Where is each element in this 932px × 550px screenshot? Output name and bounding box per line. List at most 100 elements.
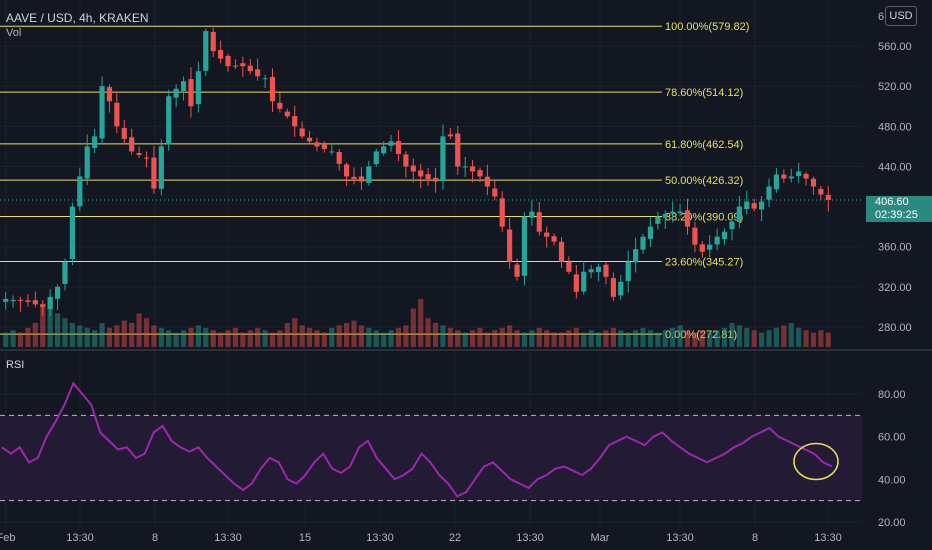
volume-bar [225,330,231,347]
candle-body [618,281,624,296]
candle-body [173,88,179,98]
candle-body [54,286,61,299]
price-tick-label: 520.00 [878,81,912,93]
candle-body [529,211,535,218]
volume-bar [610,327,616,347]
volume-bar [292,318,298,347]
candle-body [3,298,9,302]
volume-bar [299,325,305,347]
volume-bar [403,325,409,347]
currency-button[interactable]: USD [885,6,917,26]
time-tick-label: 8 [752,532,758,544]
candle-body [692,227,698,245]
rsi-tick-label: 60.00 [878,432,906,444]
candle-body [92,136,98,149]
candle-body [166,96,172,145]
candle-body [788,176,794,179]
rsi-indicator-label[interactable]: RSI [6,359,25,371]
candle-body [373,151,379,165]
volume-bar [25,327,31,347]
candlestick-series [0,27,862,316]
candle-body [381,146,387,154]
candle-body [492,188,498,197]
volume-bar [106,327,113,347]
candle-body [277,102,283,109]
candle-body [714,236,720,245]
candle-body [484,176,490,187]
fibonacci-retracement[interactable]: 100.00%(579.82) 78.60%(514.12) 61.80%(462.… [0,21,749,341]
volume-bar [558,332,565,347]
volume-bar [455,330,461,347]
volume-bar [810,332,817,347]
price-tick-label-clipped: 6 [878,11,884,23]
candle-body [69,206,75,260]
candle-body [721,231,728,240]
candle-body [40,304,46,307]
rsi-band-fill [0,415,862,501]
price-axis[interactable]: 560.00 520.00 480.00 440.00 360.00 320.00 280.… [878,11,912,529]
candle-body [536,212,542,232]
volume-bar [633,330,639,347]
volume-bar [714,330,720,347]
last-price-tag: 406.60 02:39:25 [866,196,932,222]
rsi-tick-label: 20.00 [878,517,906,529]
candle-body [759,201,765,210]
candle-body [366,166,372,183]
volume-bar [425,318,431,347]
candle-body [707,244,713,250]
volume-bar [788,323,794,347]
volume-bar [336,325,342,347]
fib-level-label: 0.00%(272.81) [665,329,737,341]
candle-body [262,78,268,80]
volume-bar [262,330,268,347]
candle-body [603,264,609,277]
candle-body [210,31,216,52]
symbol-legend[interactable]: AAVE / USD, 4h, KRAKEN [6,11,149,25]
volume-bar [432,323,439,347]
volume-bar [180,330,187,347]
candle-body [344,164,350,177]
volume-bar [484,332,490,347]
volume-bar [277,330,283,347]
volume-bar [699,330,705,347]
price-tick-label: 280.00 [878,322,912,334]
candle-body [662,214,668,218]
candle-body [773,174,780,190]
candle-body [99,86,105,139]
candle-body [610,278,616,297]
candle-body [825,194,831,200]
volume-bar [551,332,557,347]
candle-body [469,166,476,172]
volume-bar [514,330,520,347]
volume-bar [166,330,172,347]
volume-bar [729,323,735,347]
volume-bar [69,323,75,347]
candle-body [447,134,453,137]
candle-body [351,176,357,179]
volume-bar [588,330,594,347]
volume-bar [640,327,646,347]
volume-bar [62,318,68,347]
volume-bar [314,330,320,347]
volume-bar [410,308,416,347]
candle-body [558,241,565,262]
candle-body [581,271,587,292]
volume-indicator-label[interactable]: Vol [6,27,22,39]
time-axis[interactable]: Feb 13:30 8 13:30 15 13:30 22 13:30 Mar 13:30 8 13:… [0,532,842,544]
rsi-annotation-circle [793,442,839,481]
volume-bar [158,327,164,347]
candle-body [47,296,53,309]
candle-body [781,174,787,179]
candle-body [232,65,239,67]
candle-body [218,49,224,59]
candle-body [395,141,402,154]
volume-bar [544,330,550,347]
volume-bar [395,327,402,347]
time-tick-label: 13:30 [814,532,842,544]
volume-bar [759,332,765,347]
volume-bar [121,320,127,347]
volume-bar [751,330,757,347]
candle-body [358,176,365,182]
candle-body [158,146,164,189]
candle-body [114,102,120,127]
